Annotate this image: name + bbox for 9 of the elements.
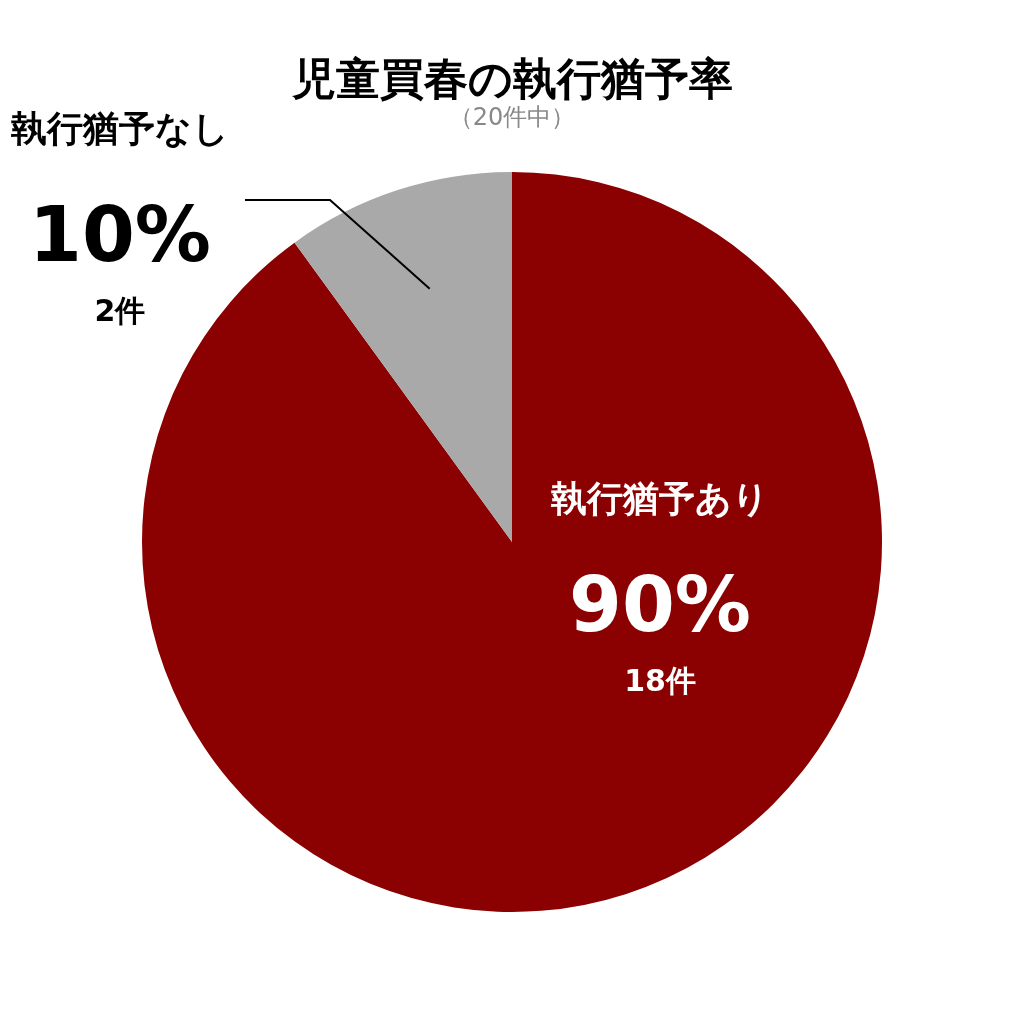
slice-label: 執行猶予なし bbox=[11, 108, 229, 149]
data-label: 90% bbox=[569, 560, 751, 649]
text: 18件 bbox=[624, 663, 696, 698]
text: 2件 bbox=[94, 293, 146, 328]
slice-label: 執行猶予あり bbox=[551, 478, 769, 519]
chart-subtitle: （20件中） bbox=[448, 103, 576, 131]
data-label: 10% bbox=[29, 190, 211, 279]
pie-slice bbox=[294, 172, 512, 542]
chart-title: 児童買春の執行猶予率 bbox=[290, 53, 733, 104]
